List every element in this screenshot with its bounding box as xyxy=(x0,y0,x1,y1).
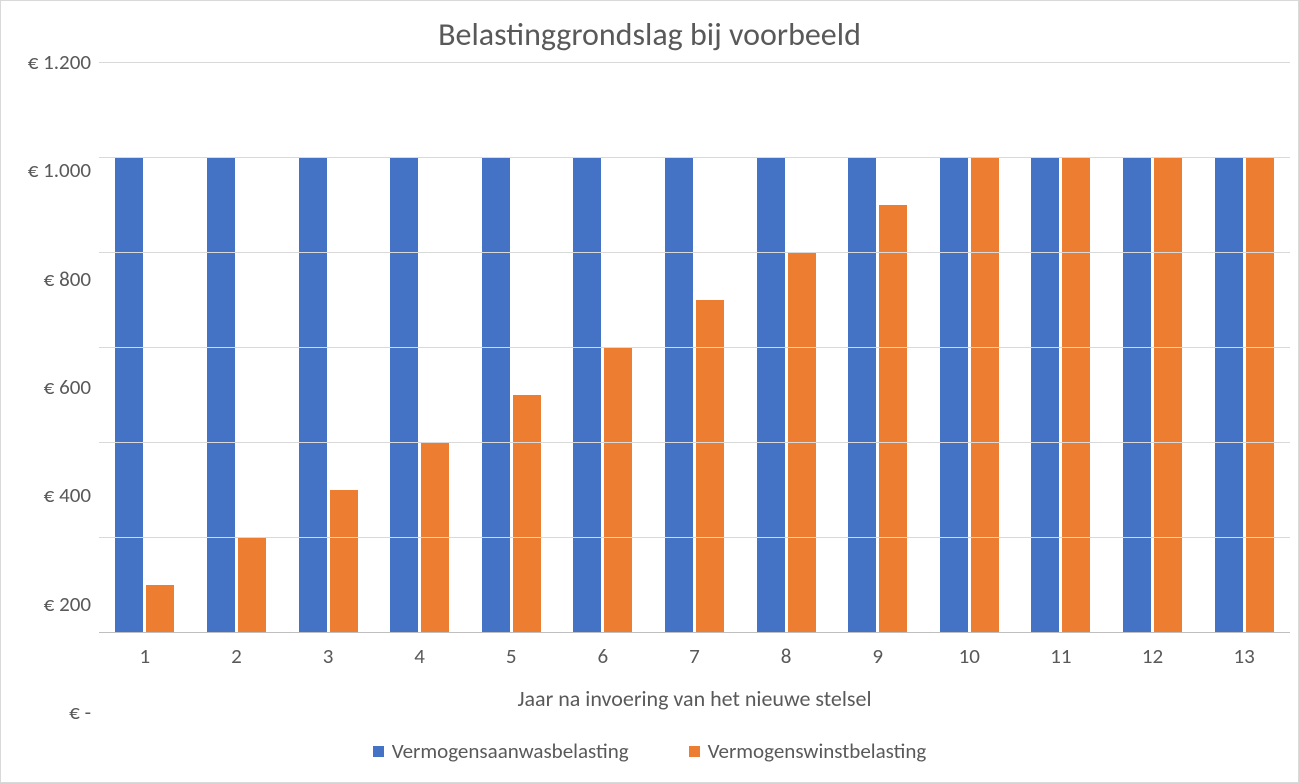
gridline xyxy=(99,62,1290,63)
bar xyxy=(604,347,632,632)
bar xyxy=(482,157,510,632)
bar xyxy=(1062,157,1090,632)
legend-label: Vermogenswinstbelasting xyxy=(708,738,927,764)
y-tick-label: € - xyxy=(69,699,91,725)
chart-title: Belastinggrondslag bij voorbeeld xyxy=(9,15,1290,54)
plot-column: 12345678910111213 Jaar na invoering van … xyxy=(99,62,1290,712)
bar xyxy=(757,157,785,632)
bar xyxy=(146,585,174,633)
legend-label: Vermogensaanwasbelasting xyxy=(392,738,629,764)
gridline xyxy=(99,442,1290,443)
bar xyxy=(207,157,235,632)
x-tick-label: 13 xyxy=(1198,643,1290,669)
x-tick-label: 11 xyxy=(1015,643,1107,669)
x-tick-label: 2 xyxy=(191,643,283,669)
y-tick-label: € 600 xyxy=(44,374,91,400)
gridline xyxy=(99,347,1290,348)
x-tick-label: 10 xyxy=(923,643,1015,669)
legend-swatch xyxy=(373,746,384,757)
y-tick-label: € 400 xyxy=(44,482,91,508)
bar xyxy=(1154,157,1182,632)
x-tick-label: 3 xyxy=(282,643,374,669)
y-tick-label: € 1.000 xyxy=(28,157,91,183)
bar xyxy=(513,395,541,633)
plot-area xyxy=(99,62,1290,633)
x-tick-label: 12 xyxy=(1107,643,1199,669)
bar xyxy=(971,157,999,632)
bar xyxy=(1123,157,1151,632)
x-tick-label: 9 xyxy=(832,643,924,669)
y-tick-label: € 200 xyxy=(44,591,91,617)
bar xyxy=(879,205,907,633)
bar xyxy=(665,157,693,632)
bar xyxy=(238,537,266,632)
bar xyxy=(940,157,968,632)
bar xyxy=(848,157,876,632)
legend-item: Vermogenswinstbelasting xyxy=(689,738,927,764)
gridline xyxy=(99,252,1290,253)
bar xyxy=(1246,157,1274,632)
chart-body: € -€ 200€ 400€ 600€ 800€ 1.000€ 1.200 12… xyxy=(9,62,1290,712)
gridline xyxy=(99,157,1290,158)
y-tick-label: € 1.200 xyxy=(28,49,91,75)
y-tick-label: € 800 xyxy=(44,266,91,292)
x-axis: 12345678910111213 xyxy=(99,643,1290,669)
x-tick-label: 6 xyxy=(557,643,649,669)
bar xyxy=(390,157,418,632)
x-tick-label: 4 xyxy=(374,643,466,669)
x-tick-label: 1 xyxy=(99,643,191,669)
bar xyxy=(1031,157,1059,632)
y-axis: € -€ 200€ 400€ 600€ 800€ 1.000€ 1.200 xyxy=(9,62,99,712)
bar xyxy=(299,157,327,632)
bar xyxy=(696,300,724,633)
legend-item: Vermogensaanwasbelasting xyxy=(373,738,629,764)
bar xyxy=(1215,157,1243,632)
chart-container: Belastinggrondslag bij voorbeeld € - € 20… xyxy=(0,0,1299,783)
gridline xyxy=(99,537,1290,538)
x-tick-label: 7 xyxy=(649,643,741,669)
bar xyxy=(330,490,358,633)
x-axis-title: Jaar na invoering van het nieuwe stelsel xyxy=(99,685,1290,712)
legend-swatch xyxy=(689,746,700,757)
bar xyxy=(573,157,601,632)
bar xyxy=(115,157,143,632)
x-tick-label: 5 xyxy=(465,643,557,669)
x-tick-label: 8 xyxy=(740,643,832,669)
legend: Vermogensaanwasbelasting Vermogenswinstbe… xyxy=(9,738,1290,764)
